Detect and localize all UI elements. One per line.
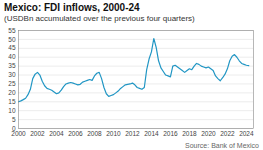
html-text:(USDBn accumulated over the pr: (USDBn accumulated over the previous fou…: [4, 14, 195, 23]
svg-text:2012: 2012: [125, 130, 140, 137]
svg-text:35: 35: [8, 62, 16, 69]
html-text:Source: Bank of Mexico: Source: Bank of Mexico: [185, 142, 259, 149]
svg-text:30: 30: [8, 71, 16, 78]
svg-text:2020: 2020: [201, 130, 216, 137]
svg-text:2022: 2022: [220, 130, 235, 137]
svg-text:15: 15: [8, 98, 16, 105]
html-text:Mexico: FDI inflows, 2000-24: Mexico: FDI inflows, 2000-24: [4, 2, 140, 13]
svg-text:0: 0: [11, 124, 16, 132]
svg-text:55: 55: [8, 27, 16, 34]
svg-text:2004: 2004: [49, 130, 64, 137]
svg-text:2008: 2008: [87, 130, 102, 137]
svg-text:2010: 2010: [106, 130, 121, 137]
svg-text:10: 10: [8, 107, 16, 114]
svg-text:2016: 2016: [163, 130, 178, 137]
svg-text:2000: 2000: [11, 130, 26, 137]
svg-text:2014: 2014: [144, 130, 159, 137]
svg-text:2018: 2018: [182, 130, 197, 137]
svg-text:25: 25: [8, 80, 16, 87]
svg-text:2006: 2006: [68, 130, 83, 137]
svg-text:5: 5: [12, 116, 16, 123]
svg-text:45: 45: [8, 44, 16, 51]
svg-text:2024: 2024: [239, 130, 254, 137]
svg-text:2002: 2002: [30, 130, 45, 137]
svg-text:20: 20: [8, 89, 16, 96]
svg-text:40: 40: [8, 53, 16, 60]
svg-text:50: 50: [8, 35, 16, 42]
